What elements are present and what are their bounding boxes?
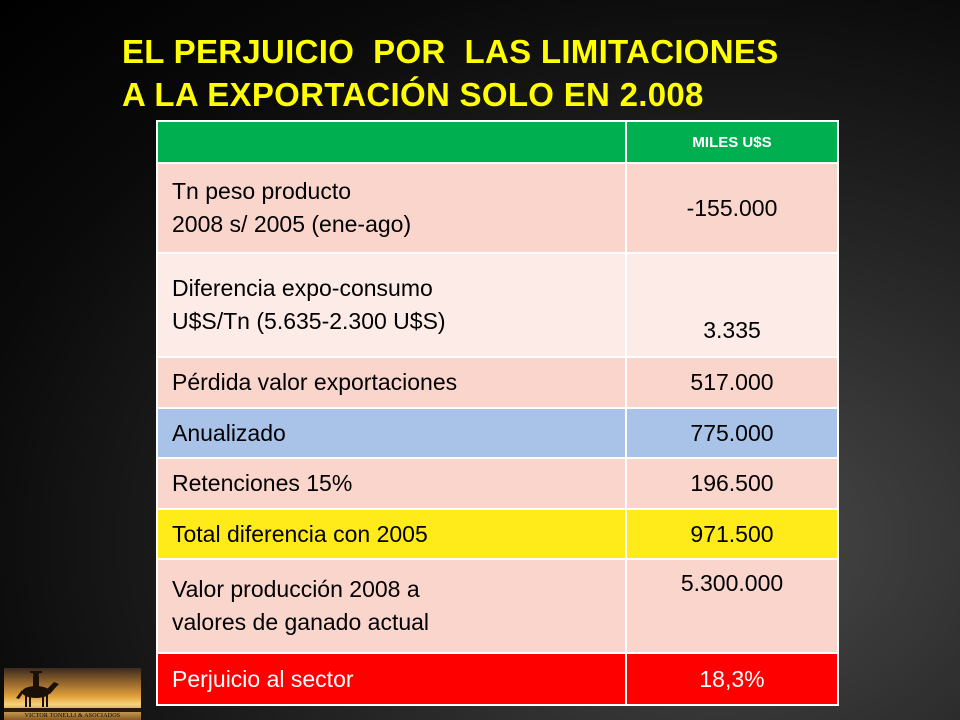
row-label-line: Diferencia expo-consumo	[172, 275, 433, 301]
row-label: Retenciones 15%	[156, 457, 627, 510]
row-label: Anualizado	[156, 407, 627, 459]
table-row: Diferencia expo-consumo U$S/Tn (5.635-2.…	[156, 252, 839, 358]
table-row: Pérdida valor exportaciones 517.000	[156, 356, 839, 409]
row-value: 5.300.000	[625, 558, 839, 654]
row-label-line: U$S/Tn (5.635-2.300 U$S)	[172, 308, 446, 334]
table-row: Anualizado 775.000	[156, 407, 839, 459]
table-row: Valor producción 2008 a valores de ganad…	[156, 558, 839, 654]
slide-title: EL PERJUICIO POR LAS LIMITACIONES A LA E…	[122, 30, 882, 116]
row-label-line: 2008 s/ 2005 (ene-ago)	[172, 211, 412, 237]
row-value: 18,3%	[625, 652, 839, 706]
horse-rider-silhouette-icon	[4, 671, 141, 712]
row-label-line: Valor producción 2008 a	[172, 576, 420, 602]
row-label: Tn peso producto 2008 s/ 2005 (ene-ago)	[156, 162, 627, 254]
company-logo: VICTOR TONELLI & ASOCIADOS	[4, 668, 141, 720]
logo-caption: VICTOR TONELLI & ASOCIADOS	[24, 713, 121, 719]
table-row: Tn peso producto 2008 s/ 2005 (ene-ago) …	[156, 162, 839, 254]
header-label-cell	[156, 120, 627, 164]
row-value: 3.335	[625, 252, 839, 358]
row-label: Total diferencia con 2005	[156, 508, 627, 560]
header-value-cell: MILES U$S	[625, 120, 839, 164]
table-row: Perjuicio al sector 18,3%	[156, 652, 839, 706]
loss-table: MILES U$S Tn peso producto 2008 s/ 2005 …	[156, 120, 839, 706]
row-value: -155.000	[625, 162, 839, 254]
row-label: Perjuicio al sector	[156, 652, 627, 706]
table-row: Total diferencia con 2005 971.500	[156, 508, 839, 560]
row-label: Diferencia expo-consumo U$S/Tn (5.635-2.…	[156, 252, 627, 358]
row-value: 196.500	[625, 457, 839, 510]
slide-title-line-2: A LA EXPORTACIÓN SOLO EN 2.008	[122, 76, 704, 113]
row-label-line: Tn peso producto	[172, 178, 352, 204]
row-value: 775.000	[625, 407, 839, 459]
row-value: 971.500	[625, 508, 839, 560]
row-value: 517.000	[625, 356, 839, 409]
row-label: Valor producción 2008 a valores de ganad…	[156, 558, 627, 654]
row-label: Pérdida valor exportaciones	[156, 356, 627, 409]
row-label-line: valores de ganado actual	[172, 609, 430, 635]
table-header-row: MILES U$S	[156, 120, 839, 164]
table-row: Retenciones 15% 196.500	[156, 457, 839, 510]
slide-title-line-1: EL PERJUICIO POR LAS LIMITACIONES	[122, 33, 779, 70]
